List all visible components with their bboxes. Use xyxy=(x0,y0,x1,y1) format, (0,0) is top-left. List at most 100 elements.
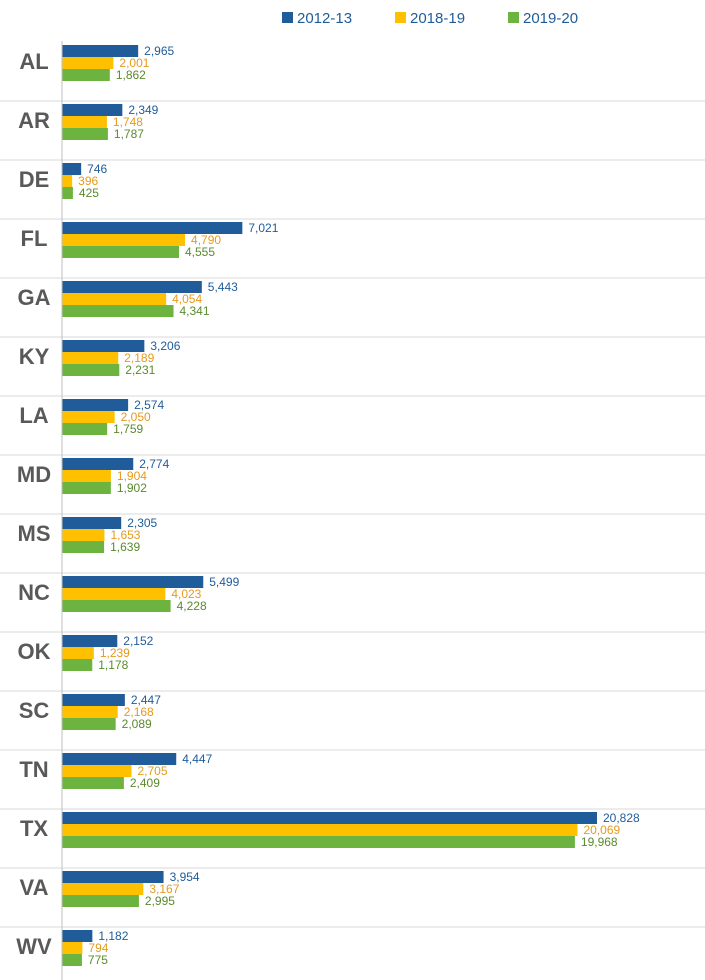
state-label-GA: GA xyxy=(18,285,51,310)
bar-LA-2018-19 xyxy=(62,411,115,423)
value-label-DE-2019-20: 425 xyxy=(79,186,99,200)
value-label-SC-2019-20: 2,089 xyxy=(122,717,152,731)
bar-MD-2019-20 xyxy=(62,482,111,494)
value-label-MD-2019-20: 1,902 xyxy=(117,481,147,495)
value-label-SC-2012-13: 2,447 xyxy=(131,693,161,707)
legend-label-2018-19: 2018-19 xyxy=(410,10,465,27)
value-label-VA-2018-19: 3,167 xyxy=(149,882,179,896)
value-label-AR-2019-20: 1,787 xyxy=(114,127,144,141)
bar-NC-2012-13 xyxy=(62,576,204,588)
value-label-MD-2012-13: 2,774 xyxy=(139,457,169,471)
bar-AR-2012-13 xyxy=(62,104,123,116)
value-label-WV-2012-13: 1,182 xyxy=(98,929,128,943)
bar-OK-2018-19 xyxy=(62,647,94,659)
value-label-AL-2018-19: 2,001 xyxy=(119,56,149,70)
value-label-MS-2019-20: 1,639 xyxy=(110,540,140,554)
value-label-FL-2019-20: 4,555 xyxy=(185,245,215,259)
bar-WV-2012-13 xyxy=(62,930,93,942)
value-label-NC-2019-20: 4,228 xyxy=(177,599,207,613)
value-label-LA-2018-19: 2,050 xyxy=(121,410,151,424)
state-label-KY: KY xyxy=(19,344,50,369)
value-label-MD-2018-19: 1,904 xyxy=(117,469,147,483)
value-label-TN-2019-20: 2,409 xyxy=(130,776,160,790)
bar-GA-2019-20 xyxy=(62,305,174,317)
state-label-AL: AL xyxy=(19,49,48,74)
value-label-OK-2012-13: 2,152 xyxy=(123,634,153,648)
bar-LA-2019-20 xyxy=(62,423,108,435)
state-label-WV: WV xyxy=(16,934,52,959)
bar-KY-2019-20 xyxy=(62,364,120,376)
value-label-LA-2012-13: 2,574 xyxy=(134,398,164,412)
bar-DE-2018-19 xyxy=(62,175,73,187)
value-label-KY-2019-20: 2,231 xyxy=(125,363,155,377)
value-label-SC-2018-19: 2,168 xyxy=(124,705,154,719)
bar-VA-2012-13 xyxy=(62,871,164,883)
value-label-AR-2012-13: 2,349 xyxy=(128,103,158,117)
bar-AL-2012-13 xyxy=(62,45,139,57)
bar-TN-2019-20 xyxy=(62,777,124,789)
bar-SC-2019-20 xyxy=(62,718,116,730)
value-label-AR-2018-19: 1,748 xyxy=(113,115,143,129)
value-label-AL-2012-13: 2,965 xyxy=(144,44,174,58)
bar-NC-2019-20 xyxy=(62,600,171,612)
value-label-MS-2018-19: 1,653 xyxy=(110,528,140,542)
value-label-NC-2012-13: 5,499 xyxy=(209,575,239,589)
value-label-VA-2019-20: 2,995 xyxy=(145,894,175,908)
bar-FL-2018-19 xyxy=(62,234,186,246)
value-label-DE-2012-13: 746 xyxy=(87,162,107,176)
value-label-FL-2012-13: 7,021 xyxy=(248,221,278,235)
bar-OK-2012-13 xyxy=(62,635,118,647)
bar-NC-2018-19 xyxy=(62,588,166,600)
state-label-DE: DE xyxy=(19,167,50,192)
value-label-TX-2018-19: 20,069 xyxy=(584,823,621,837)
bar-MS-2012-13 xyxy=(62,517,122,529)
bar-AL-2019-20 xyxy=(62,69,110,81)
bar-MS-2019-20 xyxy=(62,541,105,553)
value-label-GA-2019-20: 4,341 xyxy=(180,304,210,318)
bar-TN-2018-19 xyxy=(62,765,132,777)
bar-AL-2018-19 xyxy=(62,57,114,69)
bar-GA-2018-19 xyxy=(62,293,167,305)
bar-SC-2012-13 xyxy=(62,694,125,706)
value-label-OK-2018-19: 1,239 xyxy=(100,646,130,660)
bar-DE-2012-13 xyxy=(62,163,82,175)
value-label-DE-2018-19: 396 xyxy=(78,174,98,188)
legend-label-2012-13: 2012-13 xyxy=(297,10,352,27)
bar-MD-2018-19 xyxy=(62,470,111,482)
value-label-OK-2019-20: 1,178 xyxy=(98,658,128,672)
legend-swatch-2012-13 xyxy=(282,12,293,23)
state-label-TX: TX xyxy=(20,816,48,841)
legend-label-2019-20: 2019-20 xyxy=(523,10,578,27)
value-label-TN-2018-19: 2,705 xyxy=(137,764,167,778)
value-label-WV-2019-20: 775 xyxy=(88,953,108,967)
bar-MD-2012-13 xyxy=(62,458,134,470)
state-label-TN: TN xyxy=(19,757,48,782)
state-label-MS: MS xyxy=(18,521,51,546)
bar-FL-2012-13 xyxy=(62,222,243,234)
bar-VA-2018-19 xyxy=(62,883,144,895)
bar-FL-2019-20 xyxy=(62,246,180,258)
bar-AR-2019-20 xyxy=(62,128,108,140)
state-label-SC: SC xyxy=(19,698,50,723)
bar-TX-2012-13 xyxy=(62,812,597,824)
bar-GA-2012-13 xyxy=(62,281,202,293)
bar-KY-2018-19 xyxy=(62,352,119,364)
legend-swatch-2019-20 xyxy=(508,12,519,23)
bar-TX-2018-19 xyxy=(62,824,578,836)
value-label-TX-2019-20: 19,968 xyxy=(581,835,618,849)
bar-SC-2018-19 xyxy=(62,706,118,718)
bar-DE-2019-20 xyxy=(62,187,73,199)
value-label-FL-2018-19: 4,790 xyxy=(191,233,221,247)
state-label-AR: AR xyxy=(18,108,50,133)
value-label-GA-2018-19: 4,054 xyxy=(172,292,202,306)
state-label-NC: NC xyxy=(18,580,50,605)
bar-MS-2018-19 xyxy=(62,529,105,541)
state-label-OK: OK xyxy=(18,639,51,664)
value-label-GA-2012-13: 5,443 xyxy=(208,280,238,294)
bar-VA-2019-20 xyxy=(62,895,139,907)
bar-OK-2019-20 xyxy=(62,659,93,671)
state-label-VA: VA xyxy=(20,875,49,900)
value-label-WV-2018-19: 794 xyxy=(88,941,108,955)
bar-WV-2018-19 xyxy=(62,942,83,954)
